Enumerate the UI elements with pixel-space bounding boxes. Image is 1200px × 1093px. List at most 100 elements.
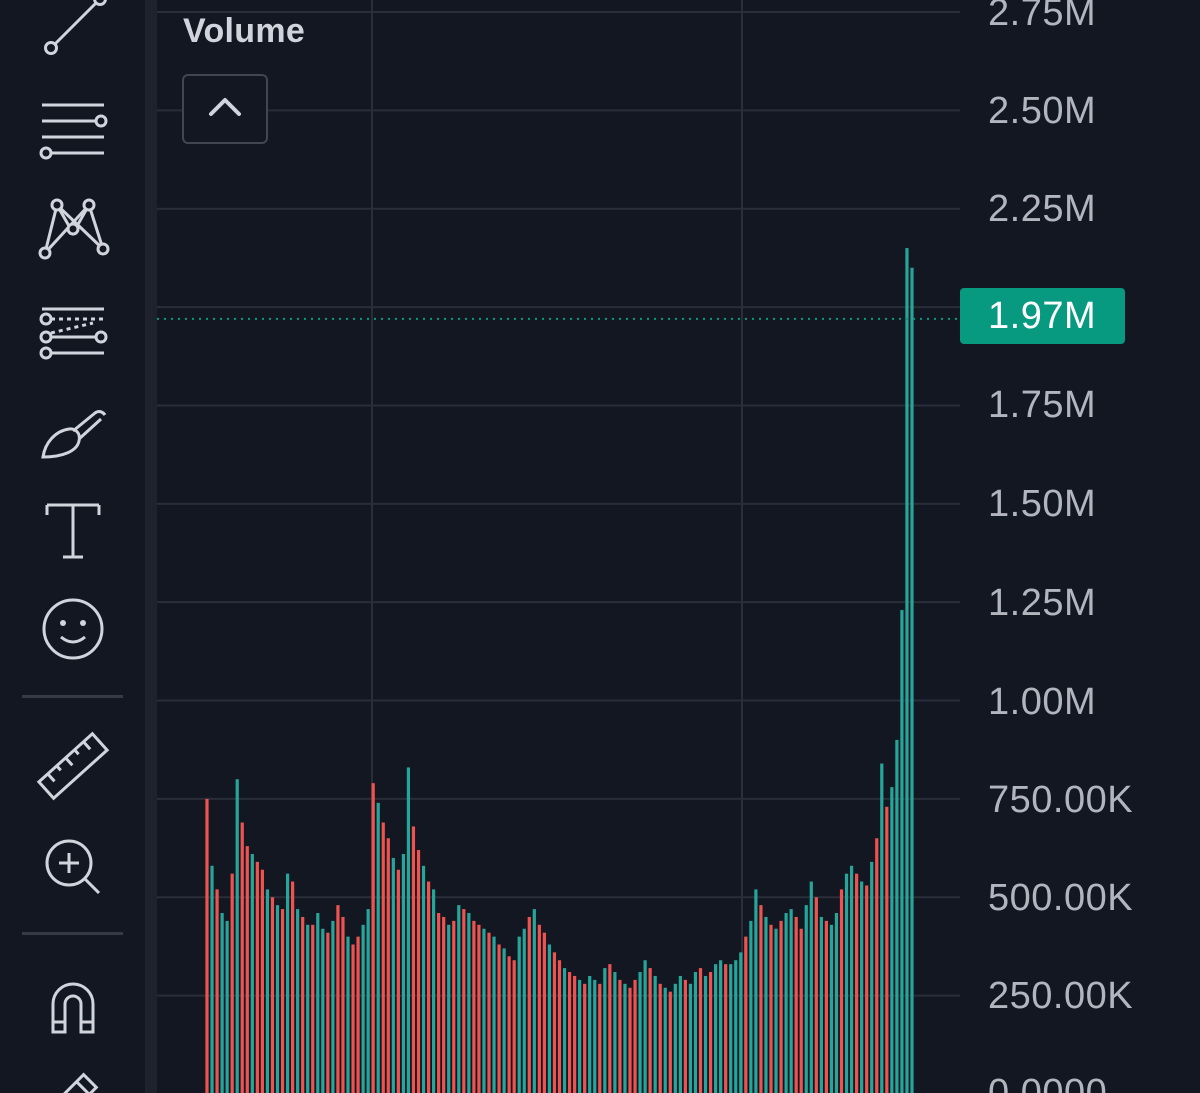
volume-bar xyxy=(447,924,451,1093)
brush-tool[interactable] xyxy=(23,390,123,470)
volume-bar xyxy=(683,979,687,1093)
volume-bar xyxy=(698,968,703,1093)
volume-bar xyxy=(749,920,753,1093)
y-axis-label: 1.50M xyxy=(988,483,1097,525)
volume-bar xyxy=(512,960,516,1093)
volume-bar xyxy=(578,979,582,1093)
volume-bar xyxy=(764,916,768,1093)
volume-bar xyxy=(426,881,431,1093)
volume-bar xyxy=(517,936,521,1093)
volume-bar xyxy=(411,826,416,1093)
volume-bar xyxy=(255,861,259,1093)
volume-bar xyxy=(573,975,577,1093)
volume-bar xyxy=(759,905,763,1093)
volume-bar xyxy=(442,916,446,1093)
volume-bar xyxy=(844,873,849,1093)
volume-bar xyxy=(487,932,491,1093)
y-axis-label: 1.75M xyxy=(988,384,1097,426)
emoji-tool[interactable] xyxy=(23,588,123,668)
volume-bar xyxy=(814,897,818,1093)
volume-bar xyxy=(849,865,854,1093)
volume-bar xyxy=(416,850,421,1093)
volume-bar xyxy=(275,905,280,1093)
volume-bar xyxy=(880,763,884,1093)
magnet-icon xyxy=(33,970,113,1040)
volume-bar xyxy=(714,964,718,1093)
y-axis-label: 500.00K xyxy=(988,877,1134,919)
volume-bar xyxy=(588,975,592,1093)
volume-bar xyxy=(678,975,682,1093)
y-axis-label: 0.0000 xyxy=(988,1072,1108,1093)
volume-bar xyxy=(673,983,677,1093)
volume-bar xyxy=(895,739,899,1093)
volume-bar xyxy=(567,972,572,1093)
trend-line-tool[interactable] xyxy=(23,0,123,63)
volume-bar xyxy=(658,983,662,1093)
volume-bar xyxy=(663,987,667,1093)
volume-bar xyxy=(386,838,390,1093)
volume-bar xyxy=(688,983,693,1093)
volume-bar xyxy=(296,909,300,1093)
magnet-tool[interactable] xyxy=(23,965,123,1045)
volume-bar xyxy=(779,920,783,1093)
volume-bar xyxy=(301,916,305,1093)
y-axis-label: 1.25M xyxy=(988,582,1097,624)
volume-bar xyxy=(452,920,456,1093)
volume-bar xyxy=(421,865,426,1093)
volume-bar xyxy=(220,913,224,1093)
toolbar-divider xyxy=(22,932,123,935)
volume-bar xyxy=(628,987,632,1093)
volume-bar xyxy=(250,853,254,1093)
volume-bar xyxy=(789,909,793,1093)
pane-title: Volume xyxy=(183,12,306,50)
text-icon xyxy=(33,495,113,565)
brush-icon xyxy=(33,395,113,465)
volume-bar xyxy=(205,798,209,1093)
volume-bar xyxy=(734,960,738,1093)
text-tool[interactable] xyxy=(23,490,123,570)
forecast-tool[interactable] xyxy=(23,290,123,370)
volume-bar xyxy=(603,968,607,1093)
pencil-tool[interactable] xyxy=(23,1058,123,1093)
drawing-toolbar xyxy=(0,0,145,1093)
volume-bar xyxy=(769,924,773,1093)
volume-bar xyxy=(235,779,239,1093)
collapse-pane-button[interactable] xyxy=(182,74,268,144)
emoji-icon xyxy=(33,593,113,663)
current-value-badge: 1.97M xyxy=(960,288,1125,344)
y-axis-label: 2.75M xyxy=(988,0,1097,34)
volume-bar xyxy=(401,853,405,1093)
volume-bar xyxy=(502,948,506,1093)
volume-bar xyxy=(809,881,813,1093)
horizontal-lines-icon xyxy=(33,91,113,161)
volume-bar xyxy=(265,889,270,1093)
volume-bar xyxy=(839,889,844,1093)
zoom-in-icon xyxy=(33,831,113,901)
volume-bar xyxy=(230,873,234,1093)
volume-bar xyxy=(784,913,788,1093)
volume-bar xyxy=(215,889,219,1093)
volume-bar xyxy=(870,861,874,1093)
volume-bar xyxy=(719,960,723,1093)
volume-bar xyxy=(260,869,264,1093)
volume-bar xyxy=(437,913,441,1093)
horizontal-lines-tool[interactable] xyxy=(23,86,123,166)
volume-bar xyxy=(376,802,380,1093)
volume-bar xyxy=(472,920,476,1093)
pattern-tool[interactable] xyxy=(23,186,123,266)
volume-bar xyxy=(829,924,834,1093)
ruler-tool[interactable] xyxy=(23,726,123,806)
volume-bar xyxy=(351,944,355,1093)
volume-bar xyxy=(708,972,713,1093)
volume-bar xyxy=(804,905,808,1093)
volume-bar xyxy=(527,916,531,1093)
volume-bar xyxy=(432,889,436,1093)
volume-bar xyxy=(834,913,839,1093)
volume-pane[interactable]: Volume 2.75M 2.50M 2.25M 1.75M 1.50M 1.2… xyxy=(157,0,1200,1093)
volume-bar xyxy=(311,924,315,1093)
volume-bar xyxy=(562,968,567,1093)
zoom-in-tool[interactable] xyxy=(23,826,123,906)
volume-bar xyxy=(824,920,828,1093)
volume-bar xyxy=(547,944,552,1093)
volume-bar xyxy=(739,952,743,1093)
